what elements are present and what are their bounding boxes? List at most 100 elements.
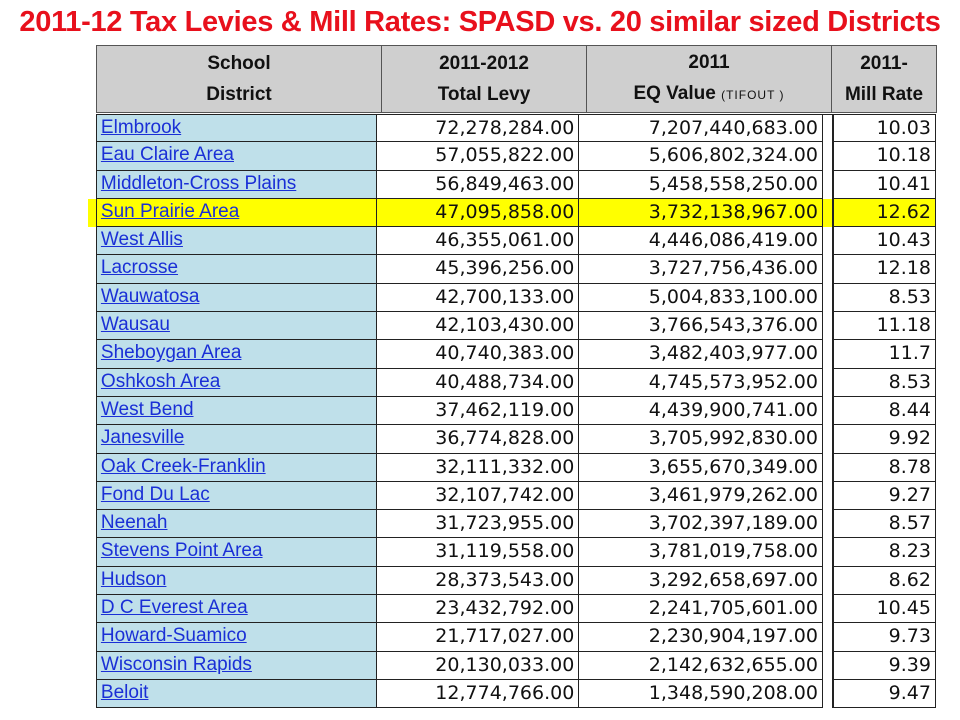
header-mill-line1: 2011- bbox=[860, 53, 908, 74]
row-edge-clip bbox=[88, 198, 96, 228]
total-levy-cell: 45,396,256.00 bbox=[377, 255, 580, 284]
district-cell: Neenah bbox=[95, 510, 378, 539]
table-row: West Allis 46,355,061.00 4,446,086,419.00 1… bbox=[88, 227, 936, 256]
district-link[interactable]: Oshkosh Area bbox=[100, 370, 221, 392]
row-edge-clip bbox=[88, 227, 96, 256]
district-link[interactable]: Elmbrook bbox=[100, 117, 182, 138]
mill-rate-cell: 10.43 bbox=[832, 227, 936, 256]
total-levy-cell: 46,355,061.00 bbox=[377, 227, 580, 256]
total-levy-cell: 42,700,133.00 bbox=[377, 283, 580, 313]
mill-rate-cell: 11.18 bbox=[832, 312, 936, 341]
district-link[interactable]: Oak Creek-Franklin bbox=[100, 455, 266, 477]
spacer-cell bbox=[823, 623, 833, 652]
district-link[interactable]: West Bend bbox=[100, 398, 194, 420]
district-link[interactable]: Wisconsin Rapids bbox=[100, 653, 252, 675]
mill-rate-cell: 10.45 bbox=[832, 595, 936, 624]
district-link[interactable]: Fond Du Lac bbox=[100, 483, 210, 505]
district-cell: Middleton-Cross Plains bbox=[95, 170, 378, 199]
spacer-cell bbox=[823, 595, 833, 624]
row-edge-clip bbox=[88, 396, 96, 426]
eq-value-cell: 3,655,670,349.00 bbox=[579, 453, 823, 482]
district-link[interactable]: Lacrosse bbox=[100, 257, 179, 279]
mill-rate-cell: 12.18 bbox=[832, 255, 936, 284]
table-row: Fond Du Lac 32,107,742.00 3,461,979,262.00… bbox=[88, 481, 936, 511]
district-cell: Sheboygan Area bbox=[95, 340, 378, 369]
table-row: Neenah 31,723,955.00 3,702,397,189.00 8.57 bbox=[88, 510, 936, 539]
header-eq-note: (TIFOUT ) bbox=[721, 88, 785, 102]
eq-value-cell: 5,004,833,100.00 bbox=[579, 283, 823, 313]
total-levy-cell: 57,055,822.00 bbox=[377, 142, 580, 171]
district-link[interactable]: Eau Claire Area bbox=[100, 144, 234, 166]
total-levy-cell: 40,488,734.00 bbox=[377, 368, 580, 397]
mill-rate-cell: 8.23 bbox=[832, 538, 936, 567]
row-edge-clip bbox=[88, 481, 96, 511]
table-row: Lacrosse 45,396,256.00 3,727,756,436.00 12.… bbox=[88, 255, 936, 284]
district-cell: Sun Prairie Area bbox=[95, 198, 378, 228]
district-cell: Wausau bbox=[95, 312, 378, 341]
spacer-cell bbox=[823, 142, 833, 171]
district-cell: Lacrosse bbox=[95, 255, 378, 284]
total-levy-cell: 20,130,033.00 bbox=[377, 651, 580, 680]
spacer-cell bbox=[822, 198, 833, 228]
mill-rate-cell: 10.18 bbox=[832, 142, 936, 171]
district-link[interactable]: Stevens Point Area bbox=[100, 540, 263, 562]
total-levy-cell: 28,373,543.00 bbox=[377, 566, 580, 596]
table-row: Janesville 36,774,828.00 3,705,992,830.00 9… bbox=[88, 425, 936, 454]
row-edge-clip bbox=[88, 114, 96, 143]
spacer-cell bbox=[823, 481, 833, 511]
district-link[interactable]: D C Everest Area bbox=[100, 597, 248, 619]
mill-rate-cell: 8.53 bbox=[832, 283, 936, 313]
district-link[interactable]: Beloit bbox=[100, 681, 149, 703]
mill-rate-cell: 8.53 bbox=[832, 368, 936, 397]
table-row: D C Everest Area 23,432,792.00 2,241,705,6… bbox=[88, 595, 936, 624]
table-row: Middleton-Cross Plains 56,849,463.00 5,458… bbox=[88, 170, 936, 199]
table-header: School District 2011-2012 Total Levy 201… bbox=[96, 45, 937, 113]
mill-rate-cell: 9.73 bbox=[832, 623, 936, 652]
district-cell: West Bend bbox=[95, 396, 378, 426]
header-eq-label: EQ Value bbox=[633, 83, 716, 104]
table-row: Stevens Point Area 31,119,558.00 3,781,019… bbox=[88, 538, 936, 567]
district-cell: Oak Creek-Franklin bbox=[95, 453, 378, 482]
header-school-district: School District bbox=[97, 46, 382, 112]
row-edge-clip bbox=[88, 368, 96, 397]
total-levy-cell: 36,774,828.00 bbox=[377, 425, 580, 454]
district-link[interactable]: Howard-Suamico bbox=[100, 625, 247, 647]
district-link[interactable]: Middleton-Cross Plains bbox=[100, 172, 297, 194]
district-cell: Eau Claire Area bbox=[95, 142, 378, 171]
mill-rate-cell: 8.78 bbox=[832, 453, 936, 482]
row-edge-clip bbox=[88, 170, 96, 199]
table-row: Wauwatosa 42,700,133.00 5,004,833,100.00 8.… bbox=[88, 283, 936, 313]
total-levy-cell: 32,107,742.00 bbox=[377, 481, 580, 511]
spacer-cell bbox=[823, 396, 833, 426]
total-levy-cell: 42,103,430.00 bbox=[377, 312, 580, 341]
eq-value-cell: 5,458,558,250.00 bbox=[579, 170, 823, 199]
eq-value-cell: 3,292,658,697.00 bbox=[579, 566, 823, 596]
district-cell: Oshkosh Area bbox=[95, 368, 378, 397]
table-row: Hudson 28,373,543.00 3,292,658,697.00 8.62 bbox=[88, 566, 936, 596]
district-link[interactable]: Hudson bbox=[100, 568, 167, 590]
table-row: Howard-Suamico 21,717,027.00 2,230,904,197… bbox=[88, 623, 936, 652]
district-link[interactable]: Sheboygan Area bbox=[100, 342, 242, 364]
district-link[interactable]: Wauwatosa bbox=[100, 285, 200, 307]
mill-rate-cell: 9.92 bbox=[832, 425, 936, 454]
district-link[interactable]: Sun Prairie Area bbox=[100, 200, 240, 222]
district-link[interactable]: Neenah bbox=[100, 512, 168, 534]
district-cell: Wisconsin Rapids bbox=[95, 651, 378, 680]
eq-value-cell: 4,446,086,419.00 bbox=[579, 227, 823, 256]
spacer-cell bbox=[823, 340, 833, 369]
row-edge-clip bbox=[88, 340, 96, 369]
district-link[interactable]: West Allis bbox=[100, 229, 183, 251]
total-levy-cell: 47,095,858.00 bbox=[377, 198, 580, 228]
eq-value-cell: 3,461,979,262.00 bbox=[579, 481, 823, 511]
eq-value-cell: 1,348,590,208.00 bbox=[579, 679, 823, 709]
spacer-cell bbox=[823, 425, 833, 454]
mill-rate-cell: 10.03 bbox=[832, 114, 936, 143]
row-edge-clip bbox=[88, 679, 96, 709]
district-link[interactable]: Janesville bbox=[100, 427, 185, 449]
district-link[interactable]: Wausau bbox=[100, 314, 170, 336]
district-cell: West Allis bbox=[95, 227, 378, 256]
eq-value-cell: 3,766,543,376.00 bbox=[579, 312, 823, 341]
eq-value-cell: 7,207,440,683.00 bbox=[579, 114, 823, 143]
district-cell: Fond Du Lac bbox=[95, 481, 378, 511]
spacer-cell bbox=[823, 679, 833, 709]
